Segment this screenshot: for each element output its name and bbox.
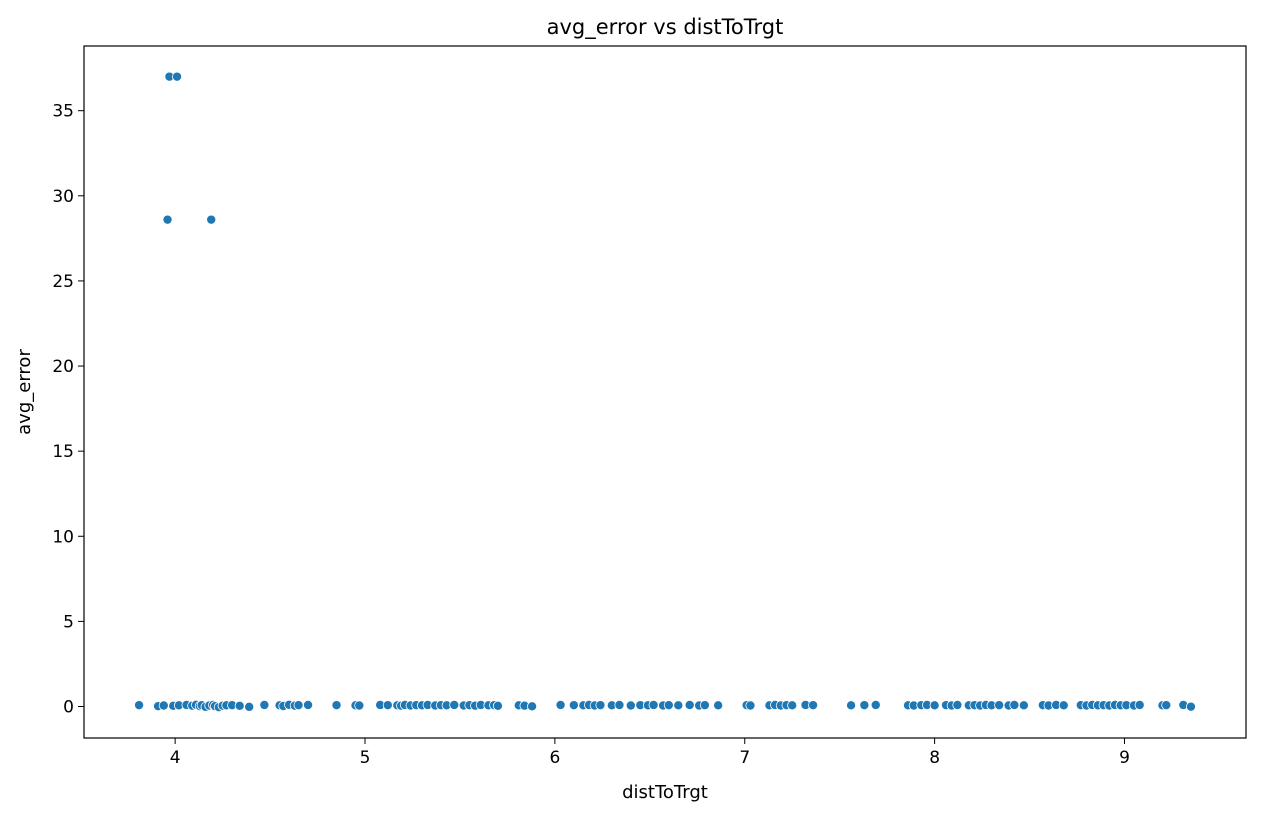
data-point (244, 701, 255, 712)
data-point (162, 214, 173, 225)
data-point (158, 700, 169, 711)
y-tick-label: 35 (52, 102, 74, 122)
x-tick-label: 8 (929, 748, 940, 768)
data-point (259, 699, 270, 710)
data-point (859, 700, 870, 711)
data-point (1185, 701, 1196, 712)
data-point (614, 699, 625, 710)
y-tick-label: 0 (63, 698, 74, 718)
data-point (568, 700, 579, 711)
data-point (673, 700, 684, 711)
data-point (929, 700, 940, 711)
x-tick-label: 7 (739, 748, 750, 768)
y-tick-label: 20 (52, 357, 74, 377)
data-point (1161, 700, 1172, 711)
x-tick-label: 9 (1119, 748, 1130, 768)
data-point (382, 700, 393, 711)
plot-frame (83, 45, 1247, 739)
y-tick-label: 30 (52, 187, 74, 207)
y-tick-label: 25 (52, 272, 74, 292)
data-point (1134, 699, 1145, 710)
y-axis-label: avg_error (14, 349, 35, 435)
data-point (172, 71, 183, 82)
y-tick-label: 15 (52, 442, 74, 462)
data-point (787, 700, 798, 711)
data-point (1058, 700, 1069, 711)
data-point (527, 701, 538, 712)
data-point (808, 700, 819, 711)
data-point (354, 700, 365, 711)
data-point (952, 699, 963, 710)
data-point (713, 700, 724, 711)
y-tick-label: 10 (52, 527, 74, 547)
data-point (234, 700, 245, 711)
data-point (663, 700, 674, 711)
data-point (745, 700, 756, 711)
data-point (293, 700, 304, 711)
data-point (555, 699, 566, 710)
data-point (870, 699, 881, 710)
data-point (1009, 699, 1020, 710)
data-point (595, 700, 606, 711)
data-point (994, 700, 1005, 711)
x-tick-label: 4 (170, 748, 181, 768)
data-point (625, 700, 636, 711)
x-axis-ticks: 4 5 6 7 8 9 (170, 738, 1130, 768)
data-point (648, 699, 659, 710)
data-point (684, 699, 695, 710)
chart-title: avg_error vs distToTrgt (547, 15, 784, 40)
data-point (206, 214, 217, 225)
data-point (449, 699, 460, 710)
y-axis-ticks: 0 5 10 15 20 25 30 35 (52, 102, 84, 718)
data-point (1018, 700, 1029, 711)
data-point (303, 699, 314, 710)
x-axis-label: distToTrgt (622, 782, 708, 803)
points-layer (134, 71, 1196, 713)
data-point (331, 700, 342, 711)
y-tick-label: 5 (63, 612, 74, 632)
data-point (846, 700, 857, 711)
data-point (699, 700, 710, 711)
x-tick-label: 6 (549, 748, 560, 768)
data-point (492, 700, 503, 711)
data-point (134, 700, 145, 711)
x-tick-label: 5 (360, 748, 371, 768)
